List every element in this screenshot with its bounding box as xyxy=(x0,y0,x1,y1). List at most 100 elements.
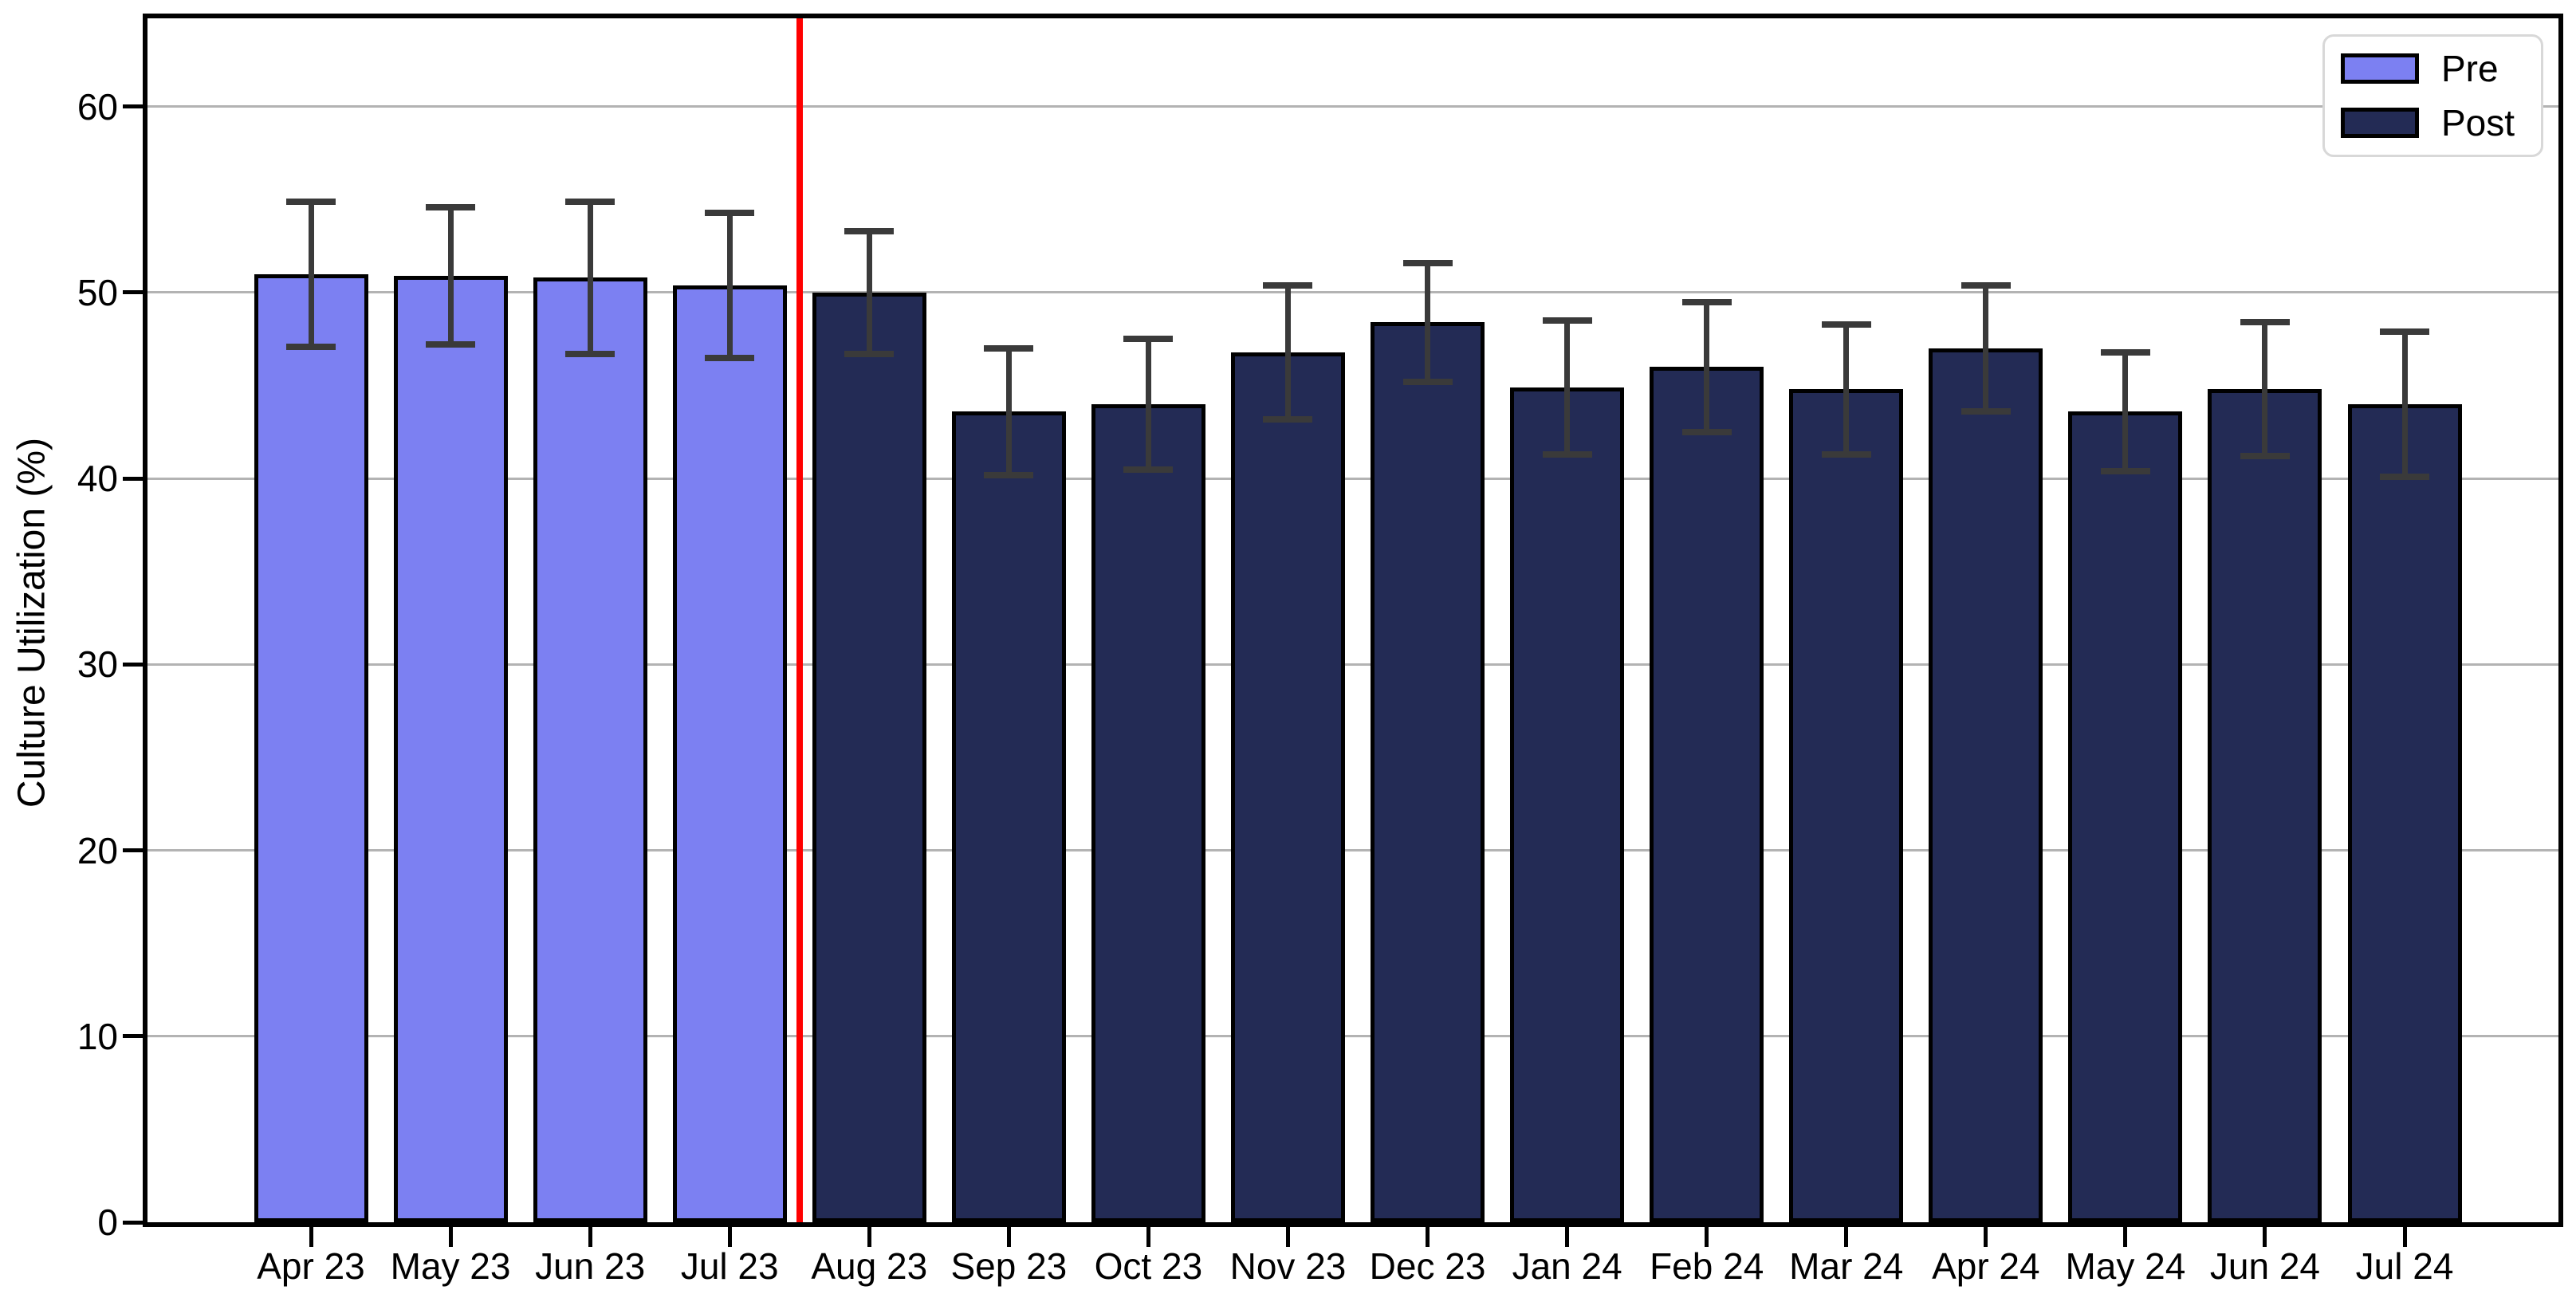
y-tick-60 xyxy=(123,104,143,109)
error-bar-cap-top xyxy=(1961,281,2011,289)
x-tick-6 xyxy=(1006,1227,1011,1247)
x-tick-label-8: Nov 23 xyxy=(1229,1245,1347,1287)
x-tick-15 xyxy=(2263,1227,2267,1247)
error-bar-cap-top xyxy=(2100,348,2150,356)
error-bar-cap-top xyxy=(2240,319,2290,326)
plot-area xyxy=(143,14,2563,1227)
bar-may-23 xyxy=(393,276,508,1222)
x-tick-label-10: Jan 24 xyxy=(1512,1245,1622,1287)
x-tick-4 xyxy=(727,1227,732,1247)
error-bar-cap-bottom xyxy=(705,354,755,361)
error-bar-stem xyxy=(587,201,593,354)
y-tick-label-60: 60 xyxy=(77,85,118,128)
error-bar-stem xyxy=(2262,322,2268,457)
error-bar-cap-bottom xyxy=(1961,408,2011,415)
y-tick-label-0: 0 xyxy=(97,1202,118,1243)
bar-mar-24 xyxy=(1789,389,1904,1222)
error-bar-cap-bottom xyxy=(2240,453,2290,460)
legend-row-pre: Pre xyxy=(2341,47,2541,90)
error-bar-cap-bottom xyxy=(286,343,336,350)
error-bar-cap-bottom xyxy=(426,341,476,348)
legend-label-pre: Pre xyxy=(2441,48,2499,90)
y-tick-label-20: 20 xyxy=(77,829,118,871)
x-tick-11 xyxy=(1705,1227,1709,1247)
y-tick-10 xyxy=(123,1034,143,1039)
x-tick-2 xyxy=(448,1227,453,1247)
y-tick-label-50: 50 xyxy=(77,271,118,313)
error-bar-cap-top xyxy=(844,228,895,235)
error-bar-stem xyxy=(1704,301,1710,432)
error-bar-cap-top xyxy=(705,209,755,216)
error-bar-stem xyxy=(1145,339,1151,470)
x-tick-label-5: Aug 23 xyxy=(811,1245,928,1287)
x-tick-label-16: Jul 24 xyxy=(2355,1245,2454,1287)
error-bar-cap-top xyxy=(565,198,615,205)
bar-aug-23 xyxy=(812,292,926,1222)
x-tick-label-12: Mar 24 xyxy=(1789,1245,1904,1287)
x-tick-1 xyxy=(309,1227,313,1247)
x-tick-label-15: Jun 24 xyxy=(2209,1245,2321,1287)
x-tick-label-13: Apr 24 xyxy=(1932,1245,2040,1287)
gridline-y-50 xyxy=(147,291,2558,294)
y-tick-50 xyxy=(123,290,143,295)
error-bar-cap-top xyxy=(426,203,476,210)
x-tick-14 xyxy=(2123,1227,2128,1247)
error-bar-stem xyxy=(308,201,314,347)
x-tick-12 xyxy=(1844,1227,1849,1247)
x-tick-label-1: Apr 23 xyxy=(257,1245,365,1287)
y-tick-40 xyxy=(123,476,143,481)
error-bar-cap-bottom xyxy=(1123,466,1174,473)
x-tick-5 xyxy=(867,1227,871,1247)
bar-feb-24 xyxy=(1650,367,1764,1222)
error-bar-cap-top xyxy=(984,344,1034,352)
error-bar-cap-top xyxy=(1402,259,1453,266)
bar-jan-24 xyxy=(1510,387,1625,1222)
legend-swatch-post xyxy=(2341,107,2419,138)
bar-apr-24 xyxy=(1929,348,2043,1222)
bar-jul-24 xyxy=(2347,403,2462,1222)
error-bar-cap-bottom xyxy=(1402,378,1453,385)
y-tick-label-40: 40 xyxy=(77,458,118,500)
bar-jun-23 xyxy=(533,277,647,1222)
x-tick-label-7: Oct 23 xyxy=(1094,1245,1203,1287)
gridline-y-60 xyxy=(147,105,2558,108)
error-bar-stem xyxy=(866,231,872,354)
error-bar-cap-top xyxy=(1123,336,1174,343)
error-bar-cap-bottom xyxy=(2380,473,2430,480)
x-tick-9 xyxy=(1426,1227,1430,1247)
x-tick-label-9: Dec 23 xyxy=(1369,1245,1486,1287)
x-tick-7 xyxy=(1146,1227,1150,1247)
error-bar-cap-bottom xyxy=(1542,450,1592,458)
error-bar-stem xyxy=(1425,262,1431,382)
x-tick-label-2: May 23 xyxy=(390,1245,511,1287)
error-bar-stem xyxy=(1564,320,1571,454)
error-bar-stem xyxy=(447,206,454,345)
error-bar-cap-bottom xyxy=(565,350,615,357)
bar-may-24 xyxy=(2068,411,2183,1222)
bar-oct-23 xyxy=(1091,403,1205,1222)
x-tick-label-6: Sep 23 xyxy=(950,1245,1068,1287)
error-bar-cap-top xyxy=(286,198,336,205)
bar-sep-23 xyxy=(951,411,1066,1222)
error-bar-cap-bottom xyxy=(984,471,1034,478)
error-bar-stem xyxy=(2401,331,2408,477)
error-bar-cap-bottom xyxy=(1821,450,1871,458)
legend-label-post: Post xyxy=(2441,101,2515,144)
error-bar-stem xyxy=(2122,352,2129,471)
bar-jul-23 xyxy=(672,285,787,1222)
error-bar-cap-bottom xyxy=(1263,415,1313,423)
x-tick-13 xyxy=(1984,1227,1988,1247)
error-bar-stem xyxy=(726,212,733,358)
y-tick-label-30: 30 xyxy=(77,643,118,686)
bar-jun-24 xyxy=(2208,389,2322,1222)
error-bar-cap-bottom xyxy=(1681,428,1732,435)
x-tick-label-4: Jul 23 xyxy=(680,1245,779,1287)
legend: Pre Post xyxy=(2322,34,2543,157)
error-bar-cap-top xyxy=(1821,321,1871,328)
bar-nov-23 xyxy=(1230,352,1345,1222)
gridline-y-40 xyxy=(147,477,2558,480)
error-bar-cap-top xyxy=(2380,328,2430,335)
x-tick-label-3: Jun 23 xyxy=(535,1245,646,1287)
error-bar-stem xyxy=(1843,324,1850,454)
